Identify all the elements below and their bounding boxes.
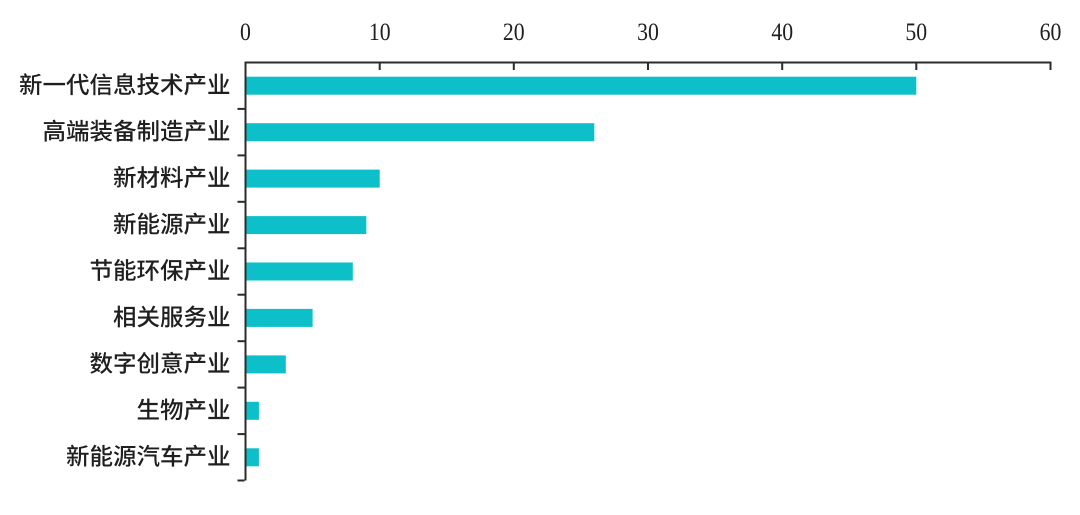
svg-text:40: 40 xyxy=(771,19,793,47)
svg-text:60: 60 xyxy=(1040,19,1062,47)
svg-text:20: 20 xyxy=(503,19,525,47)
svg-text:30: 30 xyxy=(637,19,659,47)
svg-text:50: 50 xyxy=(905,19,927,47)
svg-text:10: 10 xyxy=(369,19,391,47)
svg-text:0: 0 xyxy=(240,19,251,47)
